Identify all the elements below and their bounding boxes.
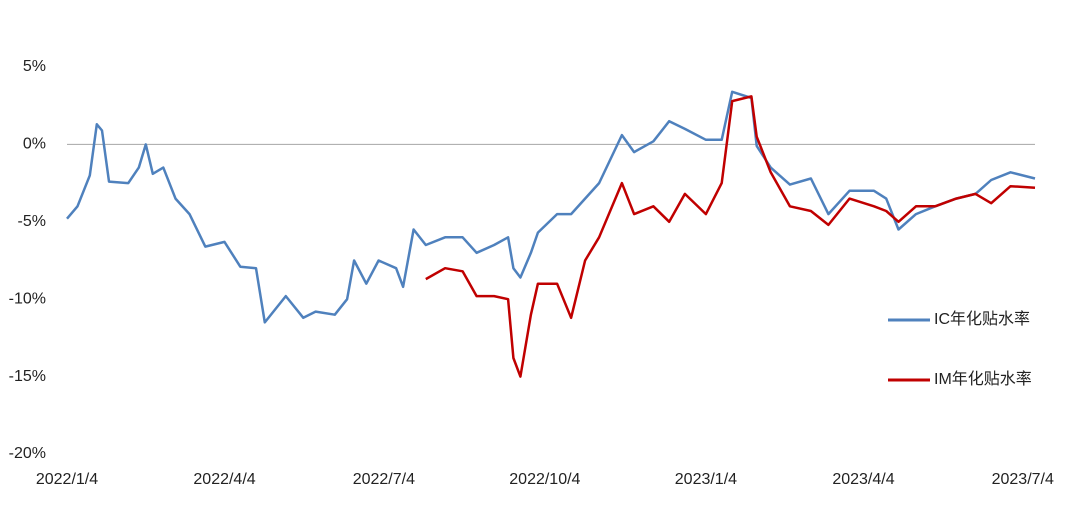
series-line — [425, 95, 1036, 378]
y-tick-label: -5% — [18, 213, 46, 230]
x-tick-label: 2023/7/4 — [992, 471, 1054, 488]
y-tick-label: 5% — [23, 58, 46, 75]
legend-label: IC年化贴水率 — [934, 310, 1030, 328]
x-tick-label: 2023/1/4 — [675, 471, 737, 488]
x-tick-label: 2023/4/4 — [832, 471, 894, 488]
series-line — [66, 90, 1036, 324]
y-tick-label: -10% — [9, 290, 46, 307]
y-tick-label: -15% — [9, 368, 46, 385]
y-tick-label: 0% — [23, 136, 46, 153]
x-tick-label: 2022/1/4 — [36, 471, 98, 488]
legend-label: IM年化贴水率 — [934, 370, 1032, 388]
x-tick-label: 2022/4/4 — [193, 471, 255, 488]
x-tick-label: 2022/7/4 — [353, 471, 415, 488]
x-tick-label: 2022/10/4 — [509, 471, 580, 488]
y-tick-label: -20% — [9, 445, 46, 462]
